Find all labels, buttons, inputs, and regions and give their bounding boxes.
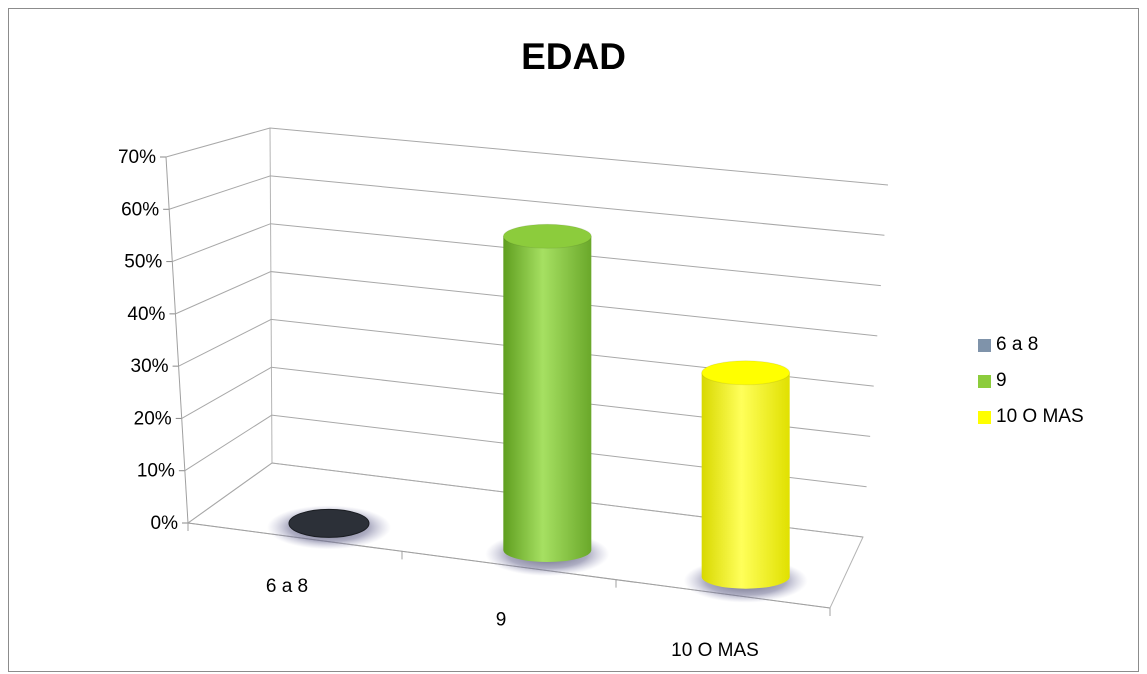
x-tick-label-10-o-mas: 10 O MAS [671, 640, 759, 661]
chart-title: EDAD [521, 36, 626, 77]
y-tick-label: 20% [134, 408, 172, 429]
legend-label-6-a-8: 6 a 8 [996, 334, 1039, 355]
legend-item-10-o-mas: 10 O MAS [978, 399, 1084, 435]
back-left-edge [269, 127, 273, 464]
y-tick-label: 70% [118, 147, 156, 168]
legend: 6 a 8 9 10 O MAS [978, 327, 1084, 435]
gridline [181, 366, 871, 437]
legend-swatch-6-a-8 [978, 338, 991, 352]
bar-top-9 [502, 223, 592, 249]
bar-10-o-mas [701, 372, 790, 589]
legend-label-9: 9 [996, 370, 1007, 391]
legend-swatch-9 [978, 374, 991, 388]
legend-swatch-10-o-mas [978, 410, 991, 424]
bar-6-a-8 [288, 508, 370, 538]
y-tick-label: 60% [121, 199, 159, 220]
x-tick-label-6-a-8: 6 a 8 [266, 576, 308, 597]
gridline [187, 462, 864, 538]
legend-label-10-o-mas: 10 O MAS [996, 406, 1084, 427]
y-tick-label: 0% [151, 513, 179, 534]
gridline [172, 223, 881, 287]
gridline [168, 175, 885, 236]
y-tick-label: 10% [137, 461, 175, 482]
bar-top-10-o-mas [701, 360, 791, 386]
y-tick-label: 40% [127, 304, 165, 325]
gridline [175, 271, 878, 337]
y-axis-line [165, 156, 189, 524]
x-tick-label-9: 9 [496, 610, 507, 631]
y-tick-label: 50% [124, 252, 162, 273]
bar-9 [503, 236, 592, 563]
y-tick-label: 30% [131, 356, 169, 377]
legend-item-9: 9 [978, 363, 1084, 399]
gridline [184, 414, 867, 488]
gridline [165, 127, 889, 186]
legend-item-6-a-8: 6 a 8 [978, 327, 1084, 363]
gridline [178, 318, 874, 387]
